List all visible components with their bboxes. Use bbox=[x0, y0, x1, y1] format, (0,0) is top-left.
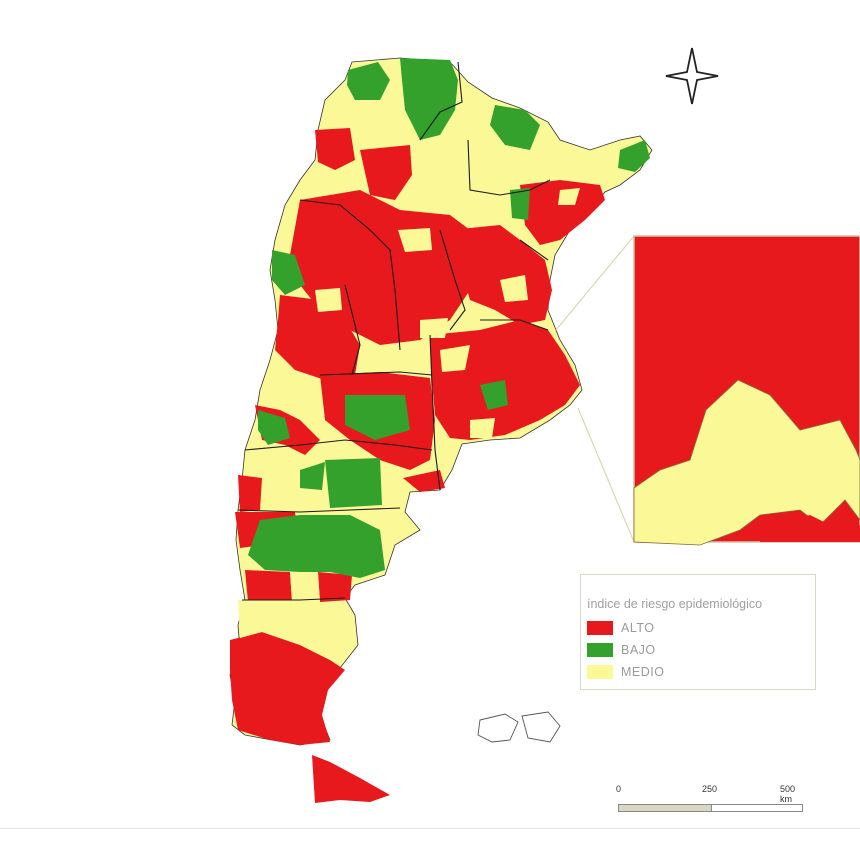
region-medio bbox=[470, 418, 495, 438]
region-bajo bbox=[258, 410, 290, 445]
region-bajo bbox=[248, 515, 385, 578]
province-border bbox=[519, 239, 549, 261]
region-bajo bbox=[347, 62, 390, 100]
region-alto bbox=[238, 475, 262, 512]
province-border bbox=[439, 229, 466, 331]
province-border bbox=[299, 199, 401, 351]
inset-connector bbox=[555, 235, 635, 543]
region-alto bbox=[275, 295, 360, 380]
region-alto bbox=[360, 145, 412, 200]
region-medio bbox=[558, 188, 580, 205]
province-border bbox=[467, 139, 551, 196]
region-bajo bbox=[325, 458, 382, 508]
region-alto bbox=[318, 572, 352, 602]
region-medio bbox=[440, 345, 470, 372]
region-bajo bbox=[400, 58, 458, 140]
scale-segment-1 bbox=[618, 804, 712, 812]
map-legend: índice de riesgo epidemiológico ALTO BAJ… bbox=[580, 574, 816, 690]
malvinas-islands bbox=[477, 711, 561, 743]
province-border bbox=[344, 284, 361, 376]
legend-item-bajo: BAJO bbox=[587, 639, 807, 661]
legend-swatch bbox=[587, 621, 613, 635]
region-medio bbox=[238, 600, 352, 660]
region-medio bbox=[315, 288, 342, 312]
region-bajo bbox=[490, 105, 540, 150]
legend-item-alto: ALTO bbox=[587, 617, 807, 639]
region-bajo bbox=[480, 380, 508, 410]
scale-label-500: 500 km bbox=[780, 784, 796, 804]
scale-segment-2 bbox=[711, 804, 803, 812]
region-medio bbox=[290, 572, 320, 602]
region-bajo bbox=[272, 250, 305, 295]
province-border bbox=[242, 597, 346, 601]
region-alto bbox=[520, 180, 605, 245]
region-medio bbox=[420, 318, 448, 338]
region-medio bbox=[500, 275, 528, 302]
legend-item-medio: MEDIO bbox=[587, 661, 807, 683]
island bbox=[477, 713, 519, 743]
bajo-regions bbox=[248, 58, 650, 578]
legend-label: BAJO bbox=[621, 643, 656, 657]
legend-title: índice de riesgo epidemiológico bbox=[587, 597, 763, 611]
medio-patches bbox=[238, 188, 580, 660]
region-alto bbox=[245, 570, 292, 602]
scale-label-0: 0 bbox=[616, 784, 622, 794]
scale-label-250: 250 bbox=[702, 784, 718, 794]
legend-label: ALTO bbox=[621, 621, 655, 635]
inset-alto-area bbox=[760, 515, 860, 542]
region-alto bbox=[230, 632, 345, 745]
province-border bbox=[237, 507, 401, 513]
island bbox=[521, 711, 561, 743]
region-bajo bbox=[618, 140, 650, 172]
legend-swatch bbox=[587, 665, 613, 679]
region-bajo bbox=[345, 395, 410, 440]
scale-bar: 0 250 500 km bbox=[616, 784, 806, 824]
province-border bbox=[419, 61, 463, 141]
legend-swatch bbox=[587, 643, 613, 657]
region-bajo bbox=[510, 188, 530, 220]
inset-zoom-map bbox=[633, 235, 860, 546]
region-alto bbox=[312, 755, 390, 803]
province-border bbox=[480, 319, 549, 331]
compass-rose-icon bbox=[665, 47, 719, 105]
region-alto bbox=[403, 470, 445, 492]
region-medio bbox=[398, 228, 432, 252]
province-border bbox=[244, 439, 433, 451]
bottom-divider bbox=[0, 828, 860, 829]
inset-medio-area bbox=[633, 379, 860, 546]
connector-line bbox=[577, 407, 635, 543]
province-borders bbox=[237, 61, 551, 601]
province-border bbox=[319, 371, 433, 376]
legend-label: MEDIO bbox=[621, 665, 665, 679]
province-border bbox=[429, 334, 441, 491]
connector-line bbox=[555, 235, 635, 331]
region-bajo bbox=[300, 462, 325, 490]
region-alto bbox=[315, 128, 355, 170]
